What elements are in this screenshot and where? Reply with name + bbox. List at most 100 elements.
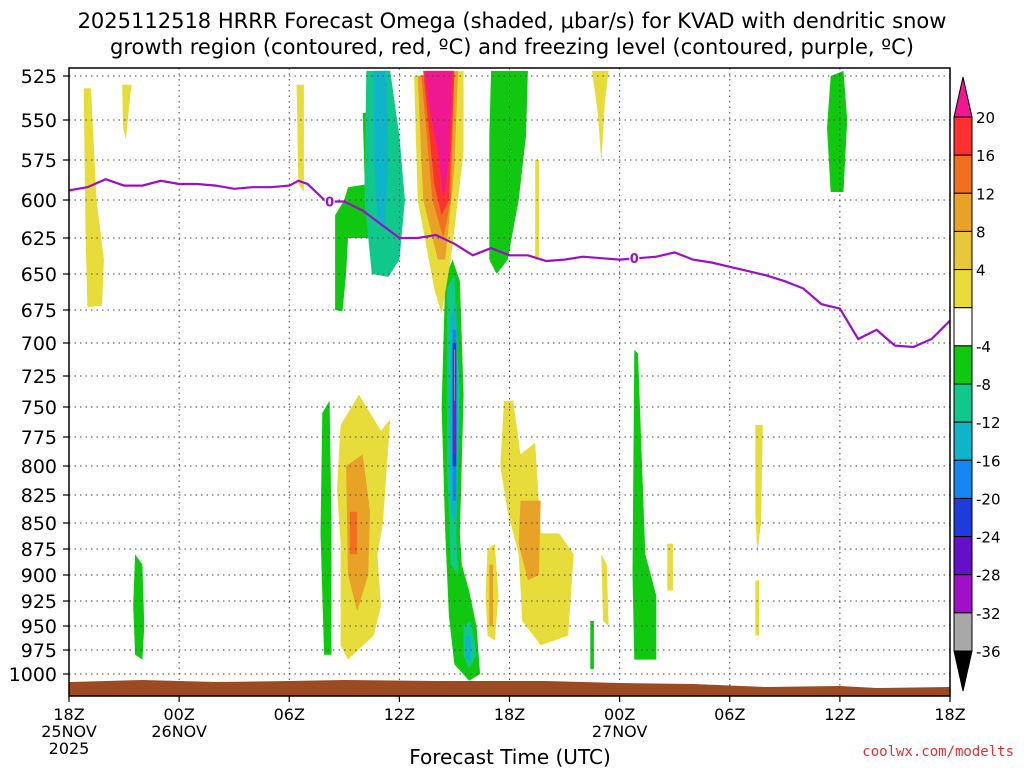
x-tick-label-1: 00Z: [163, 705, 194, 724]
x-tick-label-8: 18Z: [934, 705, 965, 724]
colorbar-label-6: -8: [976, 376, 991, 394]
omega-region-32: [601, 554, 609, 626]
colorbar-band-5: [953, 307, 973, 347]
omega-region-3: [592, 70, 609, 162]
colorbar-label-8: -16: [976, 452, 1001, 470]
y-tick-label-650: 650: [21, 264, 57, 286]
y-tick-label-600: 600: [21, 190, 57, 212]
colorbar-label-11: -28: [976, 567, 1001, 585]
y-tick-label-750: 750: [21, 397, 57, 419]
colorbar-label-4: 4: [976, 262, 986, 280]
x-tick-label-5: 00Z: [604, 705, 635, 724]
y-tick-label-950: 950: [21, 616, 57, 638]
omega-shading: [83, 70, 848, 681]
colorbar-band-0: [953, 116, 973, 156]
omega-region-31: [518, 500, 541, 581]
omega-region-0: [83, 88, 104, 308]
omega-region-5: [335, 184, 370, 312]
colorbar-label-9: -20: [976, 490, 1001, 508]
omega-region-20: [465, 635, 471, 660]
omega-region-12: [133, 554, 145, 660]
x-tick-label-6: 06Z: [714, 705, 745, 724]
x-tick-label-3: 12Z: [384, 705, 415, 724]
omega-region-4: [535, 160, 539, 260]
omega-region-29: [489, 564, 493, 626]
freezing-level-contour: 00: [69, 178, 950, 349]
y-tick-label-825: 825: [21, 485, 57, 507]
colorbar-band-1: [953, 154, 973, 194]
colorbar-top-arrow: [953, 76, 973, 118]
x-tick-label-0: 18Z: [53, 705, 84, 724]
colorbar-label-2: 12: [976, 185, 995, 203]
colorbar-band-4: [953, 269, 973, 309]
colorbar-band-2: [953, 192, 973, 232]
y-tick-label-800: 800: [21, 456, 57, 478]
y-tick-label-875: 875: [21, 539, 57, 561]
omega-region-40: [425, 70, 453, 201]
colorbar-band-7: [953, 383, 973, 423]
title-line-1: 2025112518 HRRR Forecast Omega (shaded, …: [77, 9, 947, 33]
colorbar-label-13: -36: [976, 643, 1001, 661]
omega-region-2: [296, 84, 304, 192]
omega-region-13: [632, 349, 657, 660]
colorbar-band-13: [953, 612, 973, 652]
colorbar-band-8: [953, 421, 973, 461]
colorbar-bottom-arrow: [953, 650, 973, 692]
omega-region-8: [827, 70, 848, 192]
colorbar-label-0: 20: [976, 109, 995, 127]
chart-title: 2025112518 HRRR Forecast Omega (shaded, …: [0, 8, 1024, 60]
colorbar-band-3: [953, 230, 973, 271]
y-tick-label-700: 700: [21, 333, 57, 355]
title-line-2: growth region (contoured, red, ºC) and f…: [110, 35, 914, 59]
x-tick-date-5: 27NOV: [592, 722, 648, 741]
freezing-label-bg-1: [629, 250, 640, 266]
colorbar-label-5: -4: [976, 338, 991, 356]
pressure-axis: 525 550 575 600 625 650 675 700 725 750 775 800 825 8…: [9, 66, 69, 686]
x-tick-label-2: 06Z: [274, 705, 305, 724]
y-tick-label-725: 725: [21, 366, 57, 388]
y-tick-label-1000: 1000: [9, 664, 57, 686]
grid-lines: [68, 68, 951, 696]
y-tick-label-675: 675: [21, 300, 57, 322]
omega-region-9: [489, 70, 528, 275]
y-tick-label-525: 525: [21, 66, 57, 88]
freezing-level-line: [69, 178, 950, 349]
y-tick-label-550: 550: [21, 110, 57, 132]
x-tick-label-7: 12Z: [824, 705, 855, 724]
colorbar-label-1: 16: [976, 147, 995, 165]
freezing-level-label-0: 0: [325, 196, 334, 211]
colorbar-band-12: [953, 574, 973, 614]
omega-region-1: [122, 84, 132, 140]
y-tick-label-625: 625: [21, 228, 57, 250]
y-tick-label-975: 975: [21, 640, 57, 662]
colorbar-label-3: 8: [976, 223, 986, 241]
omega-region-33: [667, 543, 673, 591]
freezing-level-label-1: 0: [630, 252, 639, 267]
terrain-ground: [69, 680, 950, 696]
freezing-label-bg-0: [324, 193, 335, 209]
x-tick-year-0: 2025: [49, 739, 90, 758]
colorbar-label-7: -12: [976, 414, 1001, 432]
y-tick-label-575: 575: [21, 150, 57, 172]
y-tick-label-900: 900: [21, 565, 57, 587]
colorbar-band-10: [953, 497, 973, 538]
omega-region-27: [349, 511, 358, 555]
omega-region-26: [346, 454, 370, 611]
y-tick-label-775: 775: [21, 427, 57, 449]
omega-region-14: [590, 621, 594, 670]
x-tick-date-0: 25NOV: [41, 722, 97, 741]
omega-region-35: [755, 580, 760, 636]
credit-link[interactable]: coolwx.com/modelts: [862, 744, 1014, 760]
colorbar-band-11: [953, 536, 973, 576]
y-tick-label-925: 925: [21, 591, 57, 613]
omega-region-34: [755, 425, 763, 555]
colorbar-label-10: -24: [976, 529, 1001, 547]
colorbar-band-9: [953, 459, 973, 499]
omega-region-24: [454, 349, 455, 401]
x-axis-label: Forecast Time (UTC): [409, 745, 611, 768]
y-tick-label-850: 850: [21, 513, 57, 535]
x-tick-label-4: 18Z: [494, 705, 525, 724]
colorbar-band-6: [953, 345, 973, 385]
